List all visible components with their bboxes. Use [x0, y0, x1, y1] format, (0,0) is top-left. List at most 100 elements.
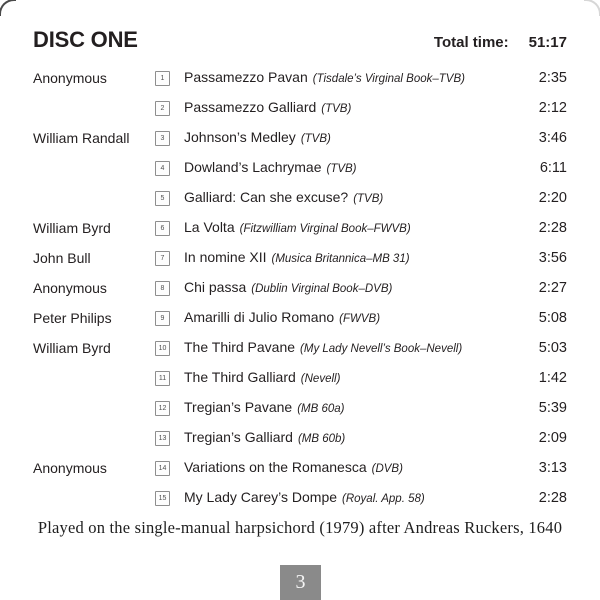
track-row: 12 Tregian’s Pavane (MB 60a) 5:39 [33, 393, 567, 423]
track-title-cell: Dowland’s Lachrymae (TVB) [184, 159, 519, 177]
track-title: Johnson’s Medley [184, 129, 296, 145]
scan-corner-top-left [0, 0, 16, 16]
page-title: DISC ONE [33, 27, 138, 52]
instrument-note: Played on the single-manual harpsichord … [37, 518, 563, 537]
track-duration: 2:28 [538, 220, 567, 236]
track-title: Dowland’s Lachrymae [184, 159, 322, 175]
track-row: 15 My Lady Carey’s Dompe (Royal. App. 58)… [33, 483, 567, 513]
track-number-column: 13 [155, 430, 184, 446]
track-row: 2 Passamezzo Galliard (TVB) 2:12 [33, 93, 567, 123]
track-number: 4 [160, 164, 165, 172]
total-time-label: Total time: [433, 34, 509, 51]
track-title-cell: The Third Galliard (Nevell) [184, 369, 519, 387]
track-source: (MB 60b) [297, 433, 346, 445]
track-number-column: 12 [155, 400, 184, 416]
track-number: 3 [160, 134, 165, 142]
track-number: 11 [158, 374, 167, 382]
total-time-value: 51:17 [528, 34, 567, 51]
track-number-column: 14 [155, 460, 184, 476]
track-duration: 5:08 [538, 310, 567, 326]
track-row: Anonymous 8 Chi passa (Dublin Virginal Bo… [33, 273, 567, 303]
header: DISC ONE Total time: 51:17 [33, 27, 567, 53]
track-row: Anonymous 14 Variations on the Romanesca… [33, 453, 567, 483]
track-title: Galliard: Can she excuse? [184, 189, 349, 205]
track-duration: 1:42 [538, 370, 567, 386]
track-number-box: 7 [155, 250, 170, 266]
track-title: Passamezzo Pavan [184, 69, 308, 85]
track-source: (Musica Britannica–MB 31) [271, 253, 410, 265]
composer-name: Peter Philips [33, 310, 112, 326]
composer-name: Anonymous [33, 280, 107, 296]
track-number-column: 9 [155, 310, 184, 326]
track-number-box: 8 [155, 280, 170, 296]
track-number: 12 [158, 404, 167, 412]
track-number: 6 [160, 224, 165, 232]
track-title-cell: Variations on the Romanesca (DVB) [184, 459, 519, 477]
track-number-column: 5 [155, 190, 184, 206]
track-source: (Nevell) [300, 373, 341, 385]
track-title: Passamezzo Galliard [184, 99, 317, 115]
track-title-cell: Passamezzo Pavan (Tisdale’s Virginal Book… [184, 69, 519, 87]
track-duration: 2:35 [538, 70, 567, 86]
composer-name: John Bull [33, 250, 91, 266]
track-number-box: 3 [155, 130, 170, 146]
track-number-column: 7 [155, 250, 184, 266]
track-source: (DVB) [371, 463, 403, 475]
track-title: Chi passa [184, 279, 247, 295]
track-number-column: 2 [155, 100, 184, 116]
track-title-cell: Amarilli di Julio Romano (FWVB) [184, 309, 519, 327]
track-title: Tregian’s Pavane [184, 399, 293, 415]
track-title: Variations on the Romanesca [184, 459, 367, 475]
track-number-column: 15 [155, 490, 184, 506]
track-number-box: 15 [155, 490, 170, 506]
track-title: Amarilli di Julio Romano [184, 309, 335, 325]
track-duration: 2:27 [538, 280, 567, 296]
track-number-box: 4 [155, 160, 170, 176]
track-source: (Fitzwilliam Virginal Book–FWVB) [239, 223, 411, 235]
track-number-box: 14 [155, 460, 170, 476]
track-number-box: 1 [155, 70, 170, 86]
track-row: John Bull 7 In nomine XII (Musica Britann… [33, 243, 567, 273]
composer-name: Anonymous [33, 460, 107, 476]
track-title-cell: Johnson’s Medley (TVB) [184, 129, 519, 147]
track-number: 2 [160, 104, 165, 112]
track-title: The Third Galliard [184, 369, 296, 385]
scan-corner-top-right [584, 0, 600, 16]
track-source: (TVB) [353, 193, 384, 205]
track-source: (Royal. App. 58) [342, 493, 425, 505]
track-title-cell: Tregian’s Pavane (MB 60a) [184, 399, 519, 417]
track-row: William Randall 3 Johnson’s Medley (TVB) … [33, 123, 567, 153]
track-row: 5 Galliard: Can she excuse? (TVB) 2:20 [33, 183, 567, 213]
track-title-cell: Tregian’s Galliard (MB 60b) [184, 429, 519, 447]
track-title: In nomine XII [184, 249, 267, 265]
track-number-column: 6 [155, 220, 184, 236]
composer-name: William Byrd [33, 220, 111, 236]
track-number: 14 [158, 464, 167, 472]
track-duration: 2:12 [538, 100, 567, 116]
composer-name: William Byrd [33, 340, 111, 356]
track-title: Tregian’s Galliard [184, 429, 293, 445]
tracklist: Anonymous 1 Passamezzo Pavan (Tisdale’s V… [33, 63, 567, 513]
track-duration: 2:09 [538, 430, 567, 446]
track-number: 13 [158, 434, 167, 442]
track-number-box: 9 [155, 310, 170, 326]
track-number-box: 11 [155, 370, 170, 386]
track-duration: 6:11 [539, 160, 567, 176]
track-duration: 3:56 [538, 250, 567, 266]
track-number: 15 [158, 494, 167, 502]
page-number: 3 [295, 571, 306, 593]
track-title: My Lady Carey’s Dompe [184, 489, 338, 505]
track-duration: 2:28 [538, 490, 567, 506]
track-number: 10 [158, 344, 167, 352]
track-number-column: 10 [155, 340, 184, 356]
track-title-cell: In nomine XII (Musica Britannica–MB 31) [184, 249, 519, 267]
track-number-column: 3 [155, 130, 184, 146]
track-title: La Volta [184, 219, 235, 235]
page-number-box: 3 [280, 565, 321, 600]
track-row: 4 Dowland’s Lachrymae (TVB) 6:11 [33, 153, 567, 183]
track-number: 5 [160, 194, 165, 202]
track-title-cell: My Lady Carey’s Dompe (Royal. App. 58) [184, 489, 519, 507]
track-number-column: 4 [155, 160, 184, 176]
track-title-cell: Galliard: Can she excuse? (TVB) [184, 189, 519, 207]
